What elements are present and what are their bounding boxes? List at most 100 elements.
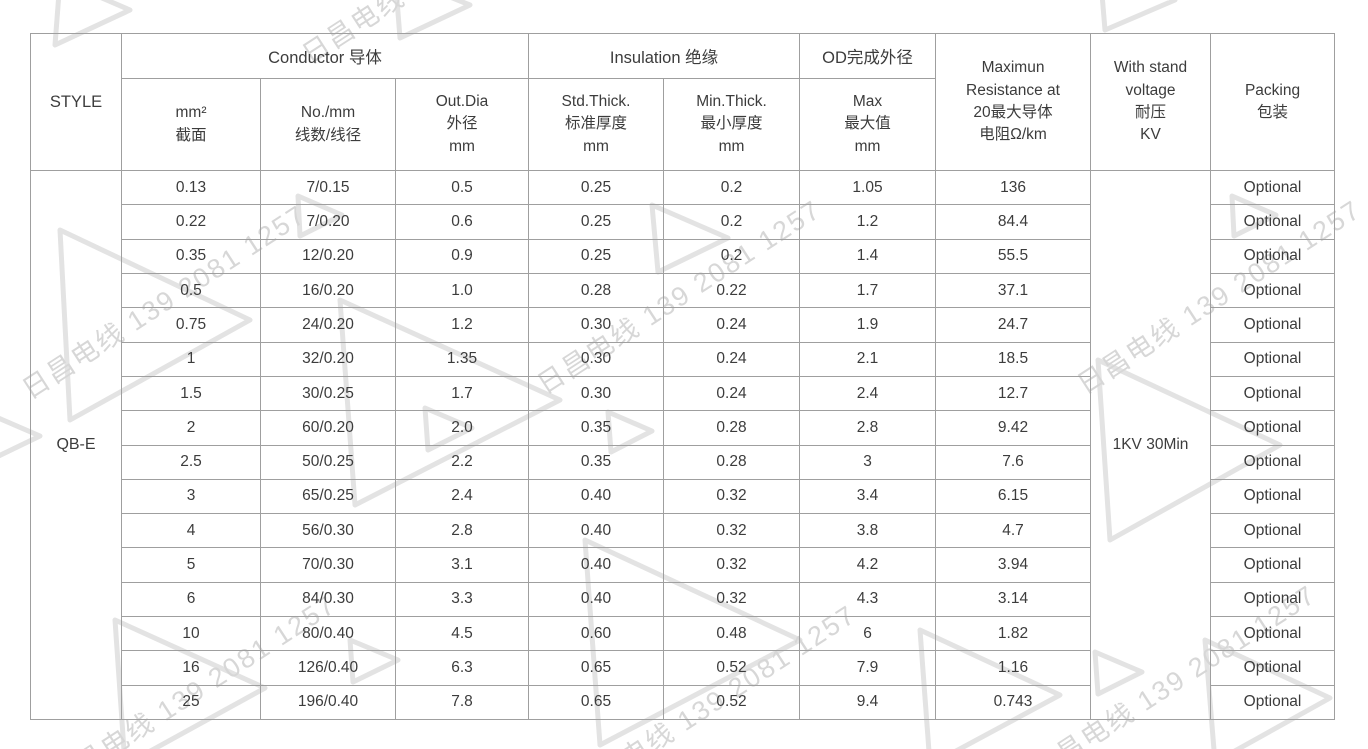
packing-cell: Optional bbox=[1210, 204, 1336, 240]
table-cell: 6.3 bbox=[394, 650, 530, 686]
table-cell: 37.1 bbox=[935, 272, 1092, 309]
table-cell: 0.743 bbox=[935, 684, 1092, 721]
packing-cell: Optional bbox=[1210, 307, 1336, 343]
packing-cell: Optional bbox=[1210, 272, 1336, 309]
table-cell: 1.5 bbox=[121, 375, 261, 412]
packing-cell: Optional bbox=[1210, 444, 1336, 480]
conductor-group-header: Conductor 导体 bbox=[120, 33, 530, 79]
table-cell: 1.7 bbox=[799, 272, 937, 309]
table-cell: 7.8 bbox=[394, 684, 530, 721]
packing-cell: Optional bbox=[1210, 684, 1336, 721]
table-cell: 2.8 bbox=[394, 513, 530, 549]
wire-spec-table: STYLE Conductor 导体 Insulation 绝缘 OD完成外径 … bbox=[30, 33, 1336, 721]
table-cell: 1.2 bbox=[799, 204, 937, 240]
table-cell: 0.40 bbox=[528, 547, 665, 583]
table-cell: 0.2 bbox=[663, 238, 801, 274]
table-cell: 30/0.25 bbox=[260, 375, 396, 412]
table-cell: 1 bbox=[121, 341, 261, 377]
table-cell: 10 bbox=[121, 616, 261, 652]
table-cell: 4.5 bbox=[394, 616, 530, 652]
table-cell: 0.24 bbox=[663, 307, 801, 343]
table-cell: 2.4 bbox=[394, 478, 530, 515]
packing-cell: Optional bbox=[1210, 478, 1336, 515]
table-cell: 4.7 bbox=[935, 513, 1092, 549]
table-cell: 7.6 bbox=[935, 444, 1092, 480]
table-cell: 2.4 bbox=[799, 375, 937, 412]
packing-header: Packing 包装 bbox=[1210, 33, 1336, 171]
table-cell: 1.7 bbox=[394, 375, 530, 412]
table-cell: 0.2 bbox=[663, 169, 801, 206]
table-cell: 6 bbox=[121, 581, 261, 618]
table-cell: 3.14 bbox=[935, 581, 1092, 618]
table-cell: 0.9 bbox=[394, 238, 530, 274]
table-cell: 6 bbox=[799, 616, 937, 652]
table-cell: 0.2 bbox=[663, 204, 801, 240]
table-cell: 0.32 bbox=[663, 513, 801, 549]
table-cell: 84/0.30 bbox=[260, 581, 396, 618]
table-cell: 1.4 bbox=[799, 238, 937, 274]
table-cell: 1.2 bbox=[394, 307, 530, 343]
packing-cell: Optional bbox=[1210, 547, 1336, 583]
table-cell: 0.40 bbox=[528, 478, 665, 515]
table-cell: 0.32 bbox=[663, 581, 801, 618]
table-cell: 0.40 bbox=[528, 513, 665, 549]
table-cell: 2.2 bbox=[394, 444, 530, 480]
table-cell: 24.7 bbox=[935, 307, 1092, 343]
table-cell: 32/0.20 bbox=[260, 341, 396, 377]
table-cell: 4.2 bbox=[799, 547, 937, 583]
table-row: QB-E 0.13 7/0.15 0.5 0.25 0.2 1.05 136 1KV 30Min… bbox=[30, 169, 1336, 720]
table-cell: 2.8 bbox=[799, 410, 937, 446]
packing-cell: Optional bbox=[1210, 341, 1336, 377]
table-cell: 0.28 bbox=[663, 410, 801, 446]
table-cell: 0.75 bbox=[121, 307, 261, 343]
table-cell: 0.35 bbox=[528, 444, 665, 480]
table-cell: 3.4 bbox=[799, 478, 937, 515]
table-cell: 0.52 bbox=[663, 650, 801, 686]
mm2-header: mm² 截面 bbox=[121, 78, 261, 171]
table-cell: 1.82 bbox=[935, 616, 1092, 652]
table-cell: 5 bbox=[121, 547, 261, 583]
packing-cell: Optional bbox=[1210, 169, 1336, 206]
table-cell: 0.24 bbox=[663, 375, 801, 412]
packing-cell: Optional bbox=[1210, 650, 1336, 686]
header-detail-row: mm² 截面 No./mm 线数/线径 Out.Dia 外径 mm Std.Th… bbox=[31, 78, 1335, 171]
min-thick-header: Min.Thick. 最小厚度 mm bbox=[663, 78, 801, 171]
table-cell: 50/0.25 bbox=[260, 444, 396, 480]
spec-table-body: QB-E 0.13 7/0.15 0.5 0.25 0.2 1.05 136 1KV 30Min… bbox=[30, 169, 1336, 721]
voltage-header: With stand voltage 耐压 KV bbox=[1090, 33, 1212, 171]
table-cell: 18.5 bbox=[935, 341, 1092, 377]
table-cell: 0.65 bbox=[528, 684, 665, 721]
table-cell: 0.28 bbox=[663, 444, 801, 480]
table-cell: 12.7 bbox=[935, 375, 1092, 412]
table-cell: 2.5 bbox=[121, 444, 261, 480]
table-header: STYLE Conductor 导体 Insulation 绝缘 OD完成外径 … bbox=[30, 33, 1336, 171]
table-cell: 0.35 bbox=[528, 410, 665, 446]
std-thick-header: Std.Thick. 标准厚度 mm bbox=[528, 78, 665, 171]
table-row: 3 65/0.25 2.4 0.40 0.32 3.4 6.15 Optional bbox=[31, 478, 1336, 515]
table-cell: 1.05 bbox=[799, 169, 937, 206]
table-cell: 3.94 bbox=[935, 547, 1092, 583]
table-cell: 9.42 bbox=[935, 410, 1092, 446]
table-cell: 0.22 bbox=[663, 272, 801, 309]
table-cell: 1.0 bbox=[394, 272, 530, 309]
table-cell: 126/0.40 bbox=[260, 650, 396, 686]
table-cell: 0.30 bbox=[528, 375, 665, 412]
table-cell: 3.1 bbox=[394, 547, 530, 583]
style-value-cell: QB-E bbox=[30, 170, 122, 720]
table-cell: 0.5 bbox=[394, 169, 530, 206]
table-cell: 0.25 bbox=[528, 204, 665, 240]
table-cell: 2.1 bbox=[799, 341, 937, 377]
resistance-header: Maximun Resistance at 20最大导体 电阻Ω/km bbox=[935, 33, 1092, 171]
packing-cell: Optional bbox=[1210, 616, 1336, 652]
table-cell: 70/0.30 bbox=[260, 547, 396, 583]
table-cell: 60/0.20 bbox=[260, 410, 396, 446]
packing-cell: Optional bbox=[1210, 375, 1336, 412]
table-cell: 0.32 bbox=[663, 547, 801, 583]
packing-cell: Optional bbox=[1210, 410, 1336, 446]
table-cell: 0.60 bbox=[528, 616, 665, 652]
table-cell: 16/0.20 bbox=[260, 272, 396, 309]
table-cell: 3.8 bbox=[799, 513, 937, 549]
table-cell: 0.35 bbox=[121, 238, 261, 274]
packing-cell: Optional bbox=[1210, 581, 1336, 618]
table-cell: 7/0.15 bbox=[260, 169, 396, 206]
